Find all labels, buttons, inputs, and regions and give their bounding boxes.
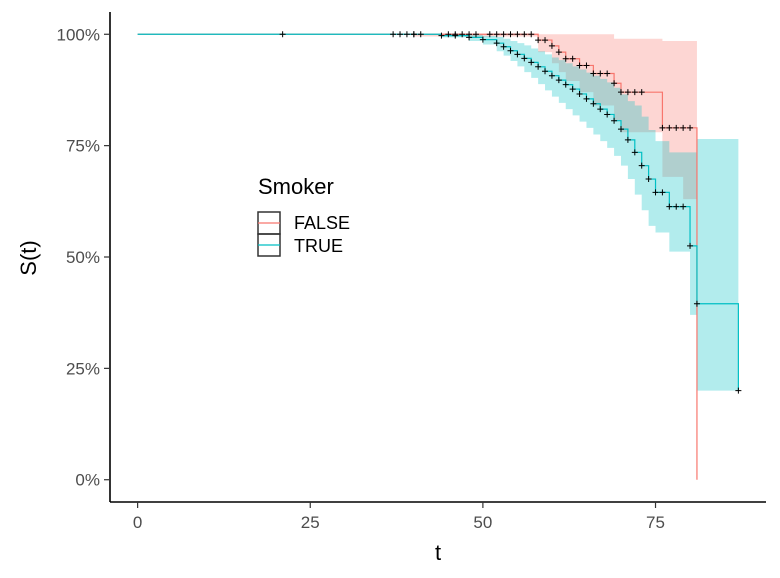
censor-mark-true xyxy=(576,90,583,97)
censor-mark-false xyxy=(597,70,604,77)
y-tick-label: 75% xyxy=(66,137,100,156)
censor-mark-true xyxy=(611,117,618,124)
censor-mark-false xyxy=(528,31,535,38)
censor-mark-false xyxy=(472,31,479,38)
x-ticks: 0 25 50 75 xyxy=(133,502,665,532)
censor-mark-false xyxy=(604,70,611,77)
censor-mark-true xyxy=(542,68,549,75)
censor-mark-false xyxy=(611,80,618,87)
censor-mark-true xyxy=(479,36,486,43)
censor-mark-true xyxy=(666,203,673,210)
censor-mark-false xyxy=(459,31,466,38)
censor-mark-false xyxy=(403,31,410,38)
censor-mark-true xyxy=(438,32,445,39)
confidence-bands xyxy=(137,34,739,391)
censor-mark-true xyxy=(535,63,542,70)
confidence-band-true xyxy=(137,34,739,391)
censor-mark-false xyxy=(542,37,549,44)
x-tick-label: 25 xyxy=(301,513,320,532)
y-axis-title: S(t) xyxy=(16,240,41,275)
censor-mark-false xyxy=(590,70,597,77)
censor-mark-false xyxy=(548,42,555,49)
censor-mark-false xyxy=(617,89,624,96)
confidence-band-false xyxy=(137,34,697,200)
censor-mark-true xyxy=(569,86,576,93)
censor-mark-false xyxy=(638,89,645,96)
censor-mark-true xyxy=(562,81,569,88)
legend-key-true xyxy=(257,233,281,257)
x-tick-label: 0 xyxy=(133,513,142,532)
censor-mark-true xyxy=(597,106,604,113)
x-tick-label: 50 xyxy=(473,513,492,532)
censor-mark-true xyxy=(624,136,631,143)
censor-mark-false xyxy=(390,31,397,38)
censor-mark-false xyxy=(666,124,673,131)
censor-mark-true xyxy=(507,47,514,54)
censor-mark-false xyxy=(445,31,452,38)
censor-mark-false xyxy=(493,31,500,38)
legend-label-true: TRUE xyxy=(294,236,343,256)
censor-mark-true xyxy=(514,51,521,58)
censor-mark-true xyxy=(500,43,507,50)
censor-mark-true xyxy=(279,31,286,38)
censor-mark-false xyxy=(583,62,590,69)
censor-mark-false xyxy=(397,31,404,38)
censor-mark-true xyxy=(687,242,694,249)
censor-mark-false xyxy=(624,89,631,96)
censor-mark-false xyxy=(687,124,694,131)
y-tick-label: 25% xyxy=(66,359,100,378)
censor-mark-true xyxy=(680,203,687,210)
y-ticks: 0% 25% 50% 75% 100% xyxy=(57,25,110,490)
x-axis-title: t xyxy=(435,540,441,565)
censor-mark-true xyxy=(652,189,659,196)
y-tick-label: 0% xyxy=(75,471,100,490)
censor-mark-false xyxy=(562,55,569,62)
censor-mark-false xyxy=(417,31,424,38)
x-tick-label: 75 xyxy=(646,513,665,532)
censor-mark-true xyxy=(659,189,666,196)
legend-label-false: FALSE xyxy=(294,213,350,233)
censor-mark-true xyxy=(493,40,500,47)
y-tick-label: 50% xyxy=(66,248,100,267)
censor-mark-true xyxy=(555,77,562,84)
censor-mark-false xyxy=(576,62,583,69)
censor-mark-false xyxy=(507,31,514,38)
censor-mark-false xyxy=(569,55,576,62)
censor-mark-false xyxy=(521,31,528,38)
legend: Smoker FALSE TRUE xyxy=(257,174,350,257)
censor-mark-true xyxy=(466,34,473,41)
censor-mark-true xyxy=(693,300,700,307)
legend-key-false xyxy=(257,211,281,235)
censor-mark-false xyxy=(535,37,542,44)
censor-mark-true xyxy=(548,72,555,79)
y-tick-label: 100% xyxy=(57,25,100,44)
censor-mark-true xyxy=(645,176,652,183)
censor-mark-true xyxy=(673,203,680,210)
censor-mark-true xyxy=(410,31,417,38)
censor-marks xyxy=(279,31,742,394)
censor-mark-true xyxy=(631,149,638,156)
censor-mark-false xyxy=(673,124,680,131)
censor-mark-true xyxy=(590,100,597,107)
censor-mark-true xyxy=(528,59,535,66)
censor-mark-false xyxy=(680,124,687,131)
censor-mark-true xyxy=(604,111,611,118)
censor-mark-true xyxy=(735,387,742,394)
censor-mark-false xyxy=(500,31,507,38)
censor-mark-true xyxy=(521,55,528,62)
censor-mark-false xyxy=(486,31,493,38)
censor-mark-true xyxy=(583,95,590,102)
censor-mark-false xyxy=(555,49,562,56)
censor-mark-false xyxy=(631,89,638,96)
censor-mark-true xyxy=(638,162,645,169)
censor-mark-false xyxy=(659,124,666,131)
censor-mark-false xyxy=(514,31,521,38)
censor-mark-true xyxy=(617,126,624,133)
censor-mark-true xyxy=(452,32,459,39)
legend-title: Smoker xyxy=(258,174,334,199)
